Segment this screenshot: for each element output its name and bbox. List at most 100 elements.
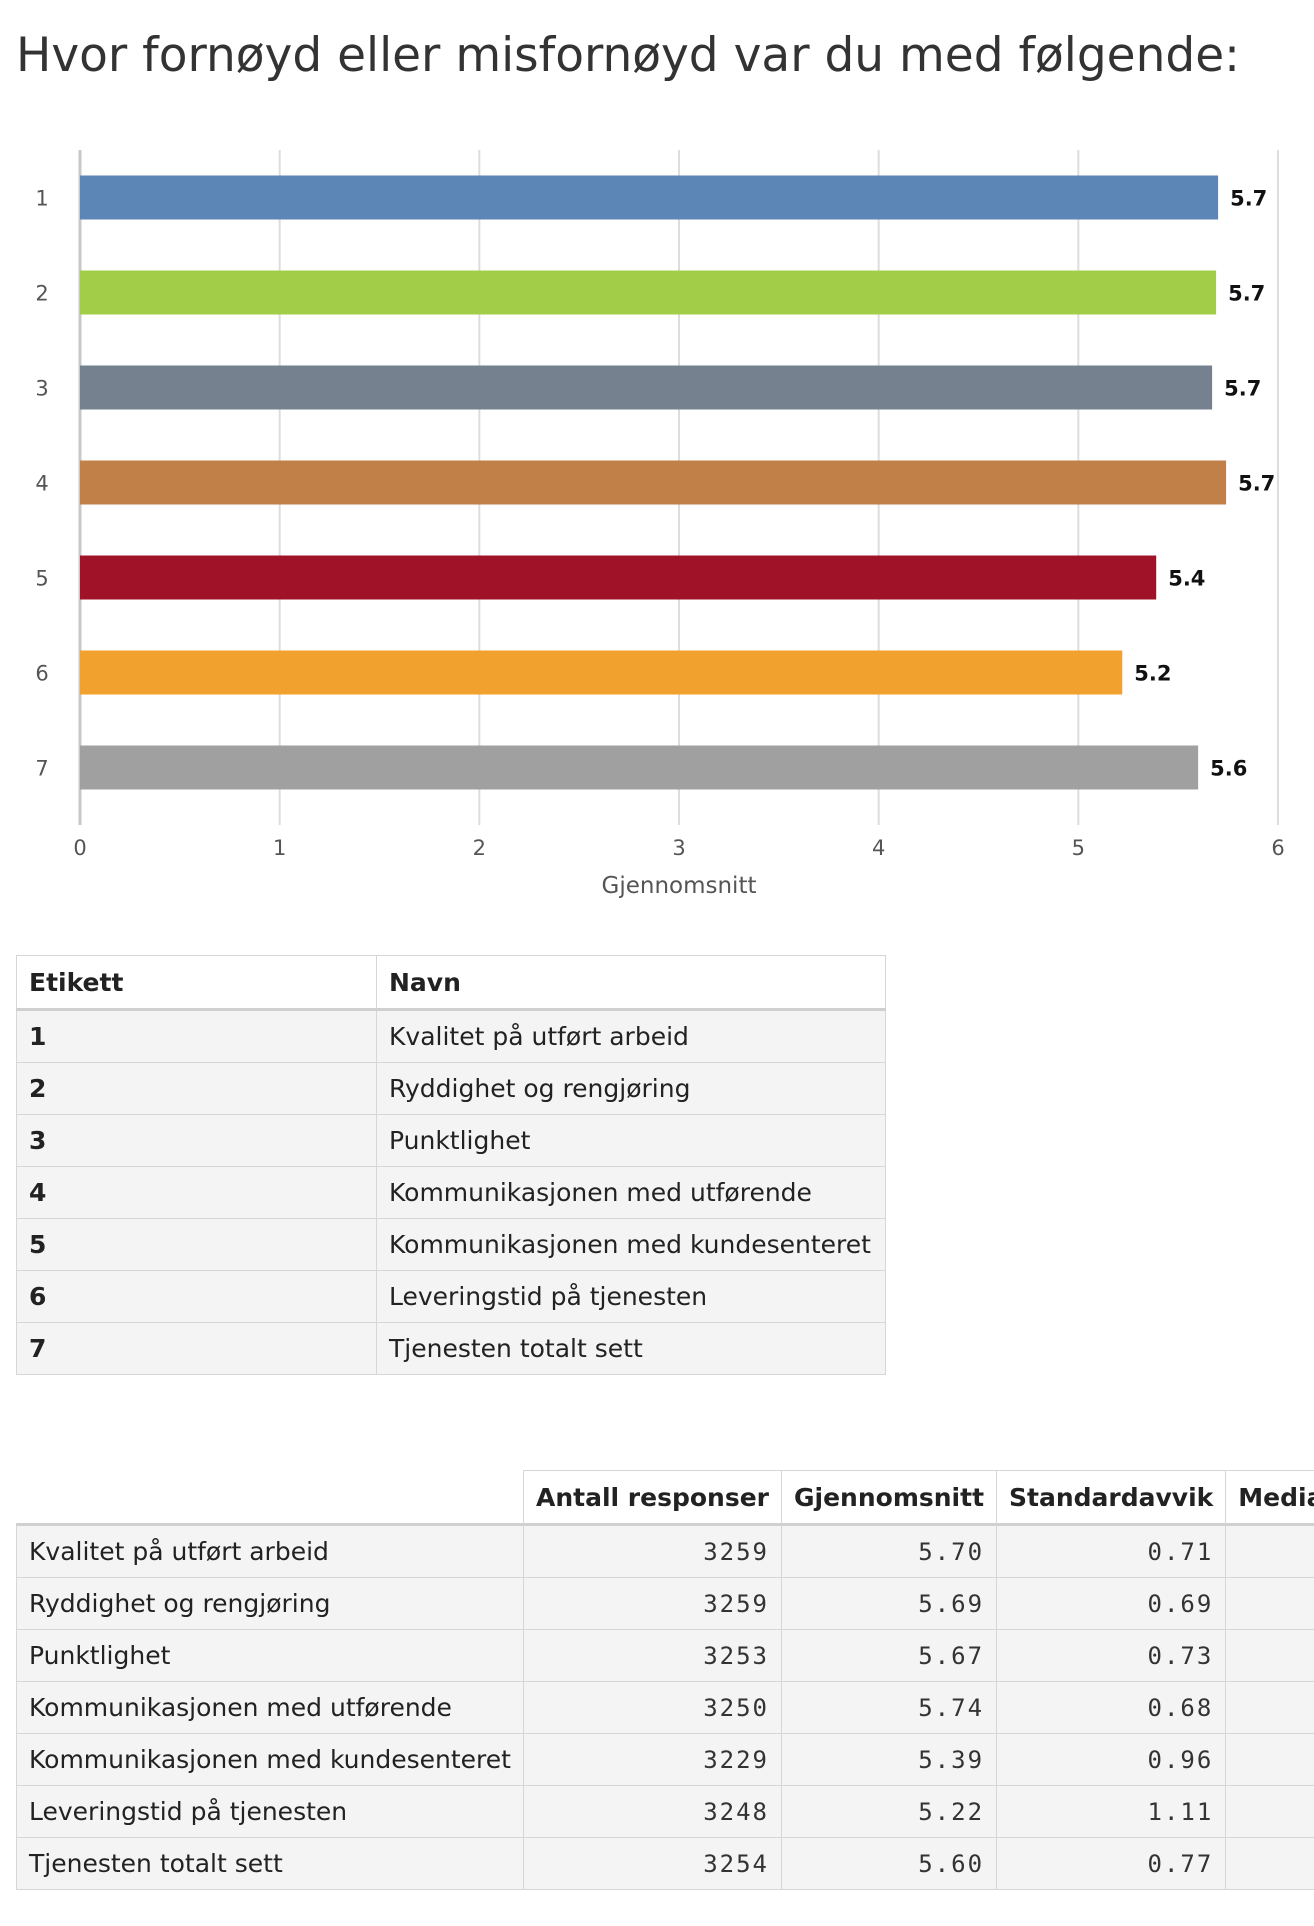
page-title: Hvor fornøyd eller misfornøyd var du med… [16, 28, 1240, 83]
x-tick-label: 5 [1072, 836, 1085, 860]
category-label: 2 [35, 282, 48, 306]
stddev-cell: 0.77 [996, 1837, 1227, 1890]
bar-6 [80, 650, 1123, 695]
responses-cell: 3259 [522, 1577, 783, 1630]
stats-table: Antall responser Gjennomsnitt Standardav… [16, 1470, 1314, 1890]
x-tick-label: 0 [73, 836, 86, 860]
label-cell: 5 [16, 1218, 377, 1271]
category-label: 3 [35, 377, 48, 401]
data-label: 5.4 [1168, 567, 1205, 591]
stddev-cell: 0.69 [996, 1577, 1227, 1630]
x-tick-label: 4 [872, 836, 885, 860]
table-row: 6 Leveringstid på tjenesten [16, 1270, 886, 1323]
median-cell: 6 [1225, 1524, 1314, 1578]
header-etikett: Etikett [16, 955, 377, 1011]
mean-cell: 5.67 [780, 1629, 998, 1682]
label-cell: 2 [16, 1062, 377, 1115]
name-cell: Ryddighet og rengjøring [376, 1062, 886, 1115]
mean-cell: 5.69 [780, 1577, 998, 1630]
bar-4 [80, 460, 1227, 505]
name-cell: Leveringstid på tjenesten [376, 1270, 886, 1323]
x-tick-label: 6 [1271, 836, 1284, 860]
name-cell: Kommunikasjonen med utførende [376, 1166, 886, 1219]
label-cell: 1 [16, 1009, 377, 1063]
header-gjennomsnitt: Gjennomsnitt [780, 1470, 998, 1526]
bar-5 [80, 555, 1157, 600]
median-cell: 6 [1225, 1733, 1314, 1786]
name-cell: Tjenesten totalt sett [376, 1322, 886, 1375]
table-row: 4 Kommunikasjonen med utførende [16, 1166, 886, 1219]
mean-cell: 5.70 [780, 1524, 998, 1578]
mean-cell: 5.39 [780, 1733, 998, 1786]
x-axis-title: Gjennomsnitt [602, 873, 757, 899]
category-label: 7 [35, 757, 48, 781]
item-name-cell: Kvalitet på utført arbeid [16, 1524, 524, 1578]
x-tick-label: 1 [273, 836, 286, 860]
mean-cell: 5.74 [780, 1681, 998, 1734]
header-standardavvik: Standardavvik [996, 1470, 1227, 1526]
label-cell: 4 [16, 1166, 377, 1219]
label-cell: 3 [16, 1114, 377, 1167]
item-name-cell: Ryddighet og rengjøring [16, 1577, 524, 1630]
bar-chart: 1 5.7 2 5.7 3 5.7 4 5.7 5 5.4 6 5.2 7 5.6 0 1 2 3 4 5 6 Gjenn… [35, 150, 1285, 899]
stddev-cell: 0.96 [996, 1733, 1227, 1786]
header-median: Median [1225, 1470, 1314, 1526]
bar-7 [80, 745, 1199, 790]
item-name-cell: Punktlighet [16, 1629, 524, 1682]
category-label: 5 [35, 567, 48, 591]
table-row: 3 Punktlighet [16, 1114, 886, 1167]
x-tick-label: 3 [672, 836, 685, 860]
label-table: Etikett Navn 1 Kvalitet på utført arbeid 2… [16, 955, 886, 1375]
label-cell: 7 [16, 1322, 377, 1375]
item-name-cell: Tjenesten totalt sett [16, 1837, 524, 1890]
item-name-cell: Leveringstid på tjenesten [16, 1785, 524, 1838]
x-tick-label: 2 [473, 836, 486, 860]
data-label: 5.7 [1230, 187, 1267, 211]
bar-3 [80, 365, 1213, 410]
median-cell: 6 [1225, 1577, 1314, 1630]
header-blank [16, 1470, 524, 1526]
stddev-cell: 1.11 [996, 1785, 1227, 1838]
data-label: 5.7 [1224, 377, 1261, 401]
responses-cell: 3229 [522, 1733, 783, 1786]
table-row: Kommunikasjonen med kundesenteret 3229 5.3… [16, 1733, 1314, 1786]
category-label: 4 [35, 472, 48, 496]
stddev-cell: 0.71 [996, 1524, 1227, 1578]
responses-cell: 3259 [522, 1524, 783, 1578]
stddev-cell: 0.68 [996, 1681, 1227, 1734]
data-label: 5.2 [1134, 662, 1171, 686]
label-cell: 6 [16, 1270, 377, 1323]
item-name-cell: Kommunikasjonen med utførende [16, 1681, 524, 1734]
table-row: Kommunikasjonen med utførende 3250 5.74 0.6… [16, 1681, 1314, 1734]
label-table-header-row: Etikett Navn [16, 955, 886, 1011]
table-row: 2 Ryddighet og rengjøring [16, 1062, 886, 1115]
table-row: 1 Kvalitet på utført arbeid [16, 1009, 886, 1063]
stddev-cell: 0.73 [996, 1629, 1227, 1682]
median-cell: 6 [1225, 1629, 1314, 1682]
responses-cell: 3253 [522, 1629, 783, 1682]
category-label: 1 [35, 187, 48, 211]
data-label: 5.6 [1210, 757, 1247, 781]
category-label: 6 [35, 662, 48, 686]
data-label: 5.7 [1238, 472, 1275, 496]
median-cell: 6 [1225, 1837, 1314, 1890]
responses-cell: 3248 [522, 1785, 783, 1838]
item-name-cell: Kommunikasjonen med kundesenteret [16, 1733, 524, 1786]
table-row: 7 Tjenesten totalt sett [16, 1322, 886, 1375]
table-row: 5 Kommunikasjonen med kundesenteret [16, 1218, 886, 1271]
name-cell: Kvalitet på utført arbeid [376, 1009, 886, 1063]
responses-cell: 3250 [522, 1681, 783, 1734]
median-cell: 6 [1225, 1681, 1314, 1734]
data-label: 5.7 [1228, 282, 1265, 306]
mean-cell: 5.22 [780, 1785, 998, 1838]
mean-cell: 5.60 [780, 1837, 998, 1890]
median-cell: 6 [1225, 1785, 1314, 1838]
bar-2 [80, 270, 1217, 315]
stats-table-header-row: Antall responser Gjennomsnitt Standardav… [16, 1470, 1314, 1526]
responses-cell: 3254 [522, 1837, 783, 1890]
